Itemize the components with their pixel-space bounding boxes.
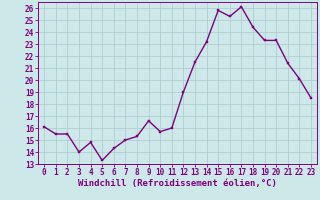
X-axis label: Windchill (Refroidissement éolien,°C): Windchill (Refroidissement éolien,°C): [78, 179, 277, 188]
